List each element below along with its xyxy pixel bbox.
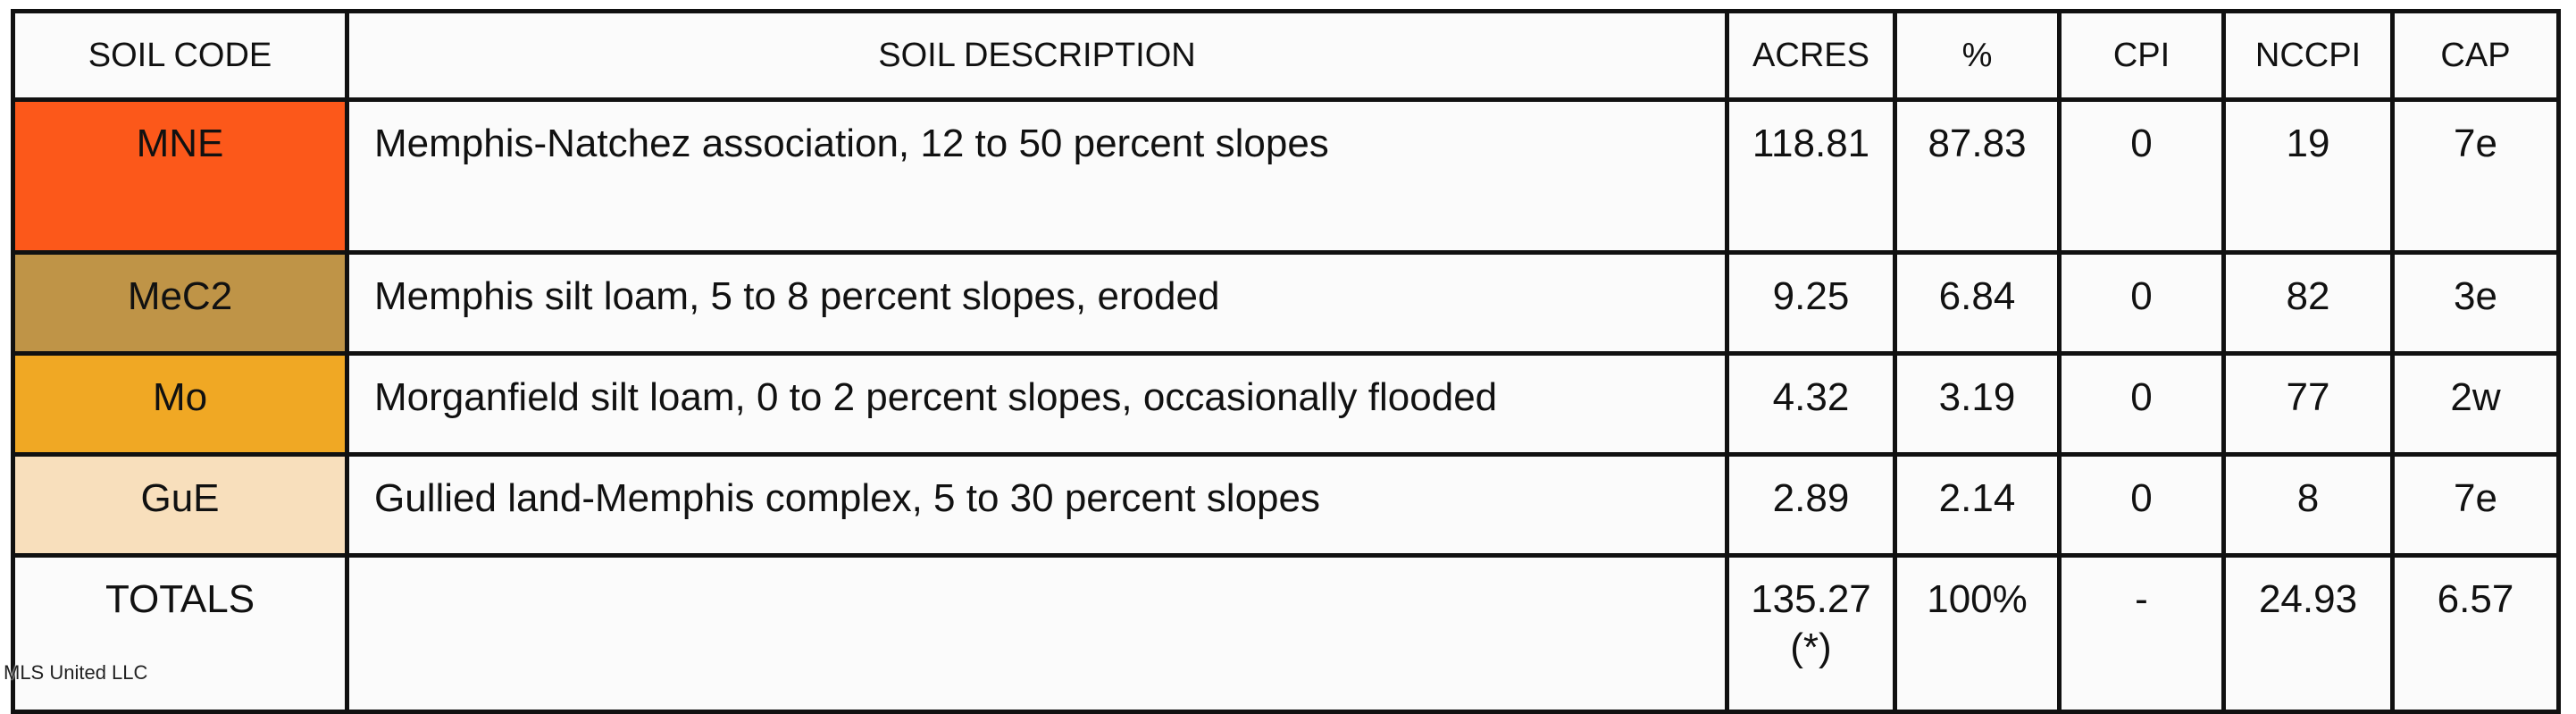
nccpi-cell: 8 [2221, 452, 2395, 558]
table-row: GuE Gullied land-Memphis complex, 5 to 3… [11, 452, 2561, 558]
percent-cell: 2.14 [1893, 452, 2062, 558]
nccpi-cell: 77 [2221, 351, 2395, 457]
table-row: MNE Memphis-Natchez association, 12 to 5… [11, 97, 2561, 255]
cpi-cell: 0 [2057, 250, 2226, 356]
cpi-cell: 0 [2057, 97, 2226, 255]
totals-acres: 135.27(*) [1725, 553, 1897, 714]
watermark: MLS United LLC [4, 661, 148, 684]
header-nccpi: NCCPI [2221, 9, 2395, 102]
header-cpi: CPI [2057, 9, 2226, 102]
soil-code-cell: MNE [11, 97, 349, 255]
cpi-cell: 0 [2057, 351, 2226, 457]
cpi-cell: 0 [2057, 452, 2226, 558]
header-row: SOIL CODE SOIL DESCRIPTION ACRES % CPI N… [11, 9, 2561, 102]
totals-description [345, 553, 1729, 714]
cap-cell: 7e [2390, 97, 2561, 255]
cap-cell: 3e [2390, 250, 2561, 356]
totals-row: TOTALS 135.27(*) 100% - 24.93 6.57 [11, 553, 2561, 714]
header-soil-description: SOIL DESCRIPTION [345, 9, 1729, 102]
soil-code-cell: Mo [11, 351, 349, 457]
soil-description-cell: Gullied land-Memphis complex, 5 to 30 pe… [345, 452, 1729, 558]
totals-percent: 100% [1893, 553, 2062, 714]
acres-cell: 2.89 [1725, 452, 1897, 558]
table-row: MeC2 Memphis silt loam, 5 to 8 percent s… [11, 250, 2561, 356]
header-acres: ACRES [1725, 9, 1897, 102]
totals-cpi: - [2057, 553, 2226, 714]
header-soil-code: SOIL CODE [11, 9, 349, 102]
nccpi-cell: 82 [2221, 250, 2395, 356]
percent-cell: 3.19 [1893, 351, 2062, 457]
acres-cell: 118.81 [1725, 97, 1897, 255]
totals-nccpi: 24.93 [2221, 553, 2395, 714]
soil-code-cell: GuE [11, 452, 349, 558]
soil-table: SOIL CODE SOIL DESCRIPTION ACRES % CPI N… [11, 9, 2561, 714]
table-row: Mo Morganfield silt loam, 0 to 2 percent… [11, 351, 2561, 457]
acres-cell: 4.32 [1725, 351, 1897, 457]
acres-cell: 9.25 [1725, 250, 1897, 356]
header-percent: % [1893, 9, 2062, 102]
soil-description-cell: Memphis silt loam, 5 to 8 percent slopes… [345, 250, 1729, 356]
nccpi-cell: 19 [2221, 97, 2395, 255]
totals-label: TOTALS [11, 553, 349, 714]
cap-cell: 7e [2390, 452, 2561, 558]
cap-cell: 2w [2390, 351, 2561, 457]
percent-cell: 6.84 [1893, 250, 2062, 356]
header-cap: CAP [2390, 9, 2561, 102]
percent-cell: 87.83 [1893, 97, 2062, 255]
soil-description-cell: Morganfield silt loam, 0 to 2 percent sl… [345, 351, 1729, 457]
totals-cap: 6.57 [2390, 553, 2561, 714]
soil-code-cell: MeC2 [11, 250, 349, 356]
soil-description-cell: Memphis-Natchez association, 12 to 50 pe… [345, 97, 1729, 255]
